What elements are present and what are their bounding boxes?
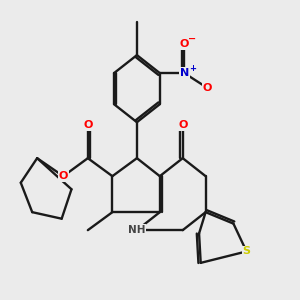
Text: O: O xyxy=(83,121,92,130)
Text: S: S xyxy=(242,246,250,256)
Text: N: N xyxy=(180,68,189,78)
Text: +: + xyxy=(189,64,196,73)
Text: O: O xyxy=(202,83,212,93)
Text: O: O xyxy=(58,171,68,181)
Text: −: − xyxy=(188,34,196,44)
Text: NH: NH xyxy=(128,225,146,235)
Text: O: O xyxy=(178,121,188,130)
Text: O: O xyxy=(180,39,189,49)
